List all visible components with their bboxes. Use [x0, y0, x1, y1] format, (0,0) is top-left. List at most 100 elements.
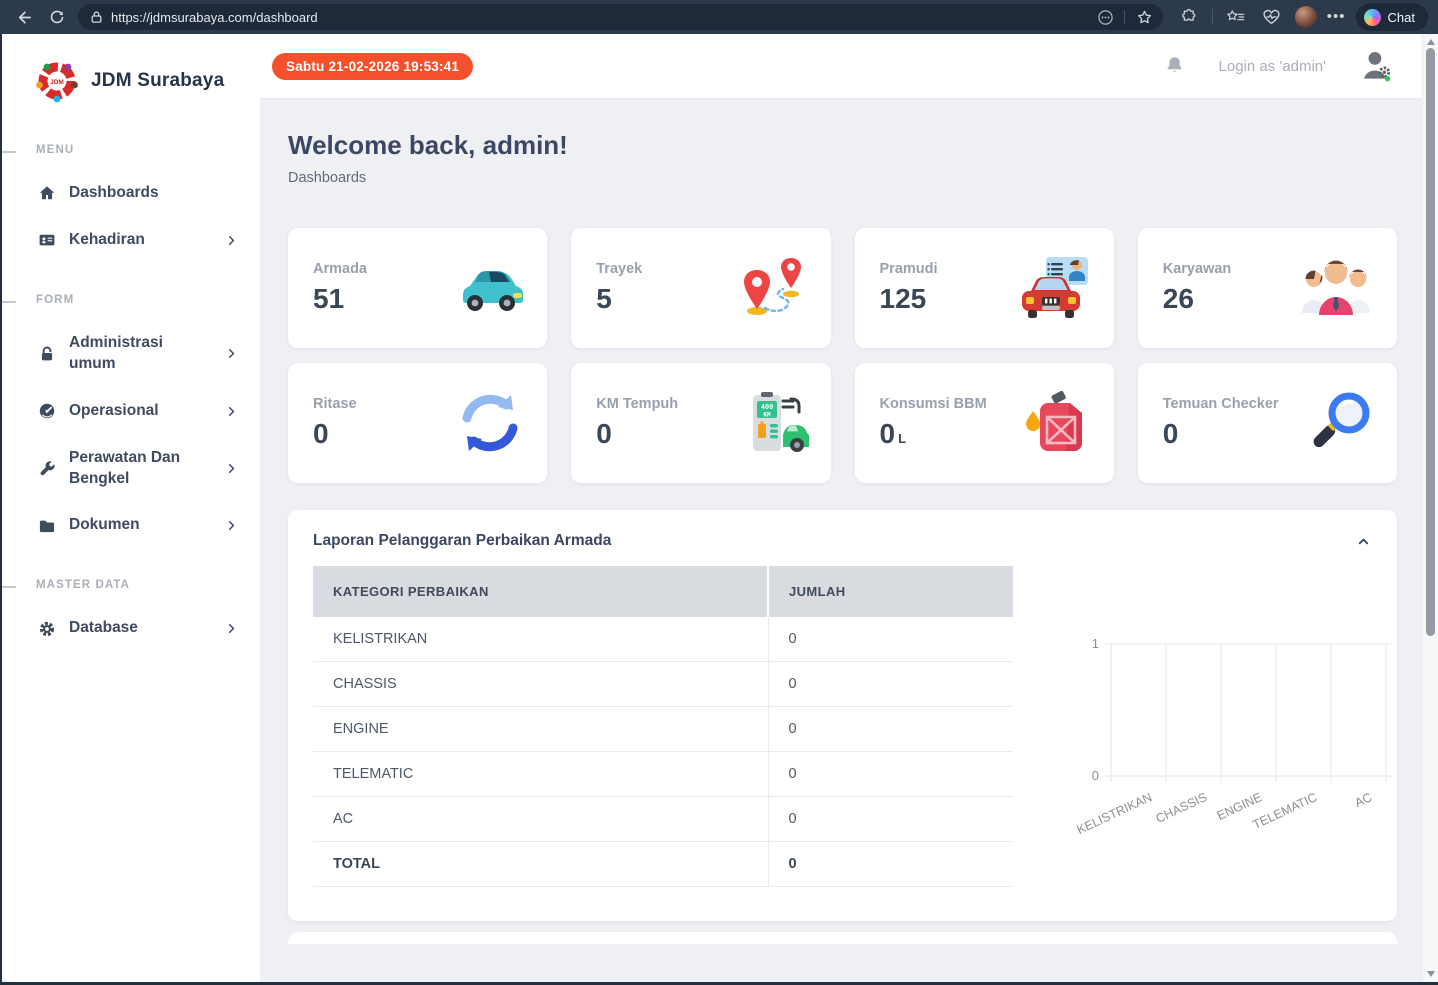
stat-card-trayek[interactable]: Trayek 5 — [571, 228, 831, 348]
browser-essentials-button[interactable] — [1259, 4, 1285, 30]
sidebar-section-menu: MENU Dashboards Kehadiran — [2, 144, 260, 264]
browser-menu-button[interactable]: ••• — [1326, 8, 1346, 25]
pill-divider — [1124, 10, 1125, 24]
cell-jumlah: 0 — [767, 706, 1013, 752]
sidebar-item-dokumen[interactable]: Dokumen — [2, 502, 260, 549]
section-tick — [2, 300, 16, 303]
stat-value: 125 — [879, 283, 927, 314]
sidebar-item-kehadiran[interactable]: Kehadiran — [2, 217, 260, 264]
svg-text:400: 400 — [760, 404, 773, 412]
cell-jumlah: 0 — [767, 751, 1013, 797]
browser-toolbar: https://jdmsurabaya.com/dashboard — [0, 0, 1438, 34]
stat-card-armada[interactable]: Armada 51 — [288, 228, 548, 348]
extensions-puzzle-icon — [1181, 8, 1196, 21]
stat-card-ritase[interactable]: Ritase 0 — [288, 363, 548, 483]
stat-value: 0 — [596, 418, 612, 449]
jdm-logo-icon: JDM — [36, 62, 78, 103]
y-tick-0: 0 — [1092, 768, 1099, 783]
extensions-button[interactable] — [1176, 4, 1202, 30]
section-label: MASTER DATA — [36, 579, 131, 592]
sidebar-item-operasional[interactable]: Operasional — [2, 388, 260, 435]
x-label-kelistrikan: KELISTRIKAN — [1075, 790, 1155, 837]
user-menu-button[interactable] — [1360, 50, 1394, 82]
lock-icon — [91, 11, 102, 23]
stat-card-km-tempuh[interactable]: KM Tempuh 0 400 KM — [571, 363, 831, 483]
sidebar-item-dashboards[interactable]: Dashboards — [2, 170, 260, 217]
cell-kategori: ENGINE — [313, 706, 768, 752]
stat-card-karyawan[interactable]: Karyawan 26 — [1137, 228, 1397, 348]
more-tools-button[interactable] — [1092, 4, 1118, 30]
cell-jumlah: 0 — [767, 661, 1013, 707]
sync-arrows-icon — [462, 394, 518, 452]
stat-value: 0 — [313, 418, 329, 449]
stat-value: 26 — [1162, 283, 1194, 314]
table-row: AC 0 — [313, 796, 1013, 842]
lock-icon — [41, 346, 53, 361]
url-text[interactable]: https://jdmsurabaya.com/dashboard — [111, 9, 318, 25]
sidebar-section-master-data: MASTER DATA Database — [2, 579, 260, 652]
svg-text:JDM: JDM — [50, 79, 64, 86]
scroll-up-arrow-icon[interactable] — [1427, 39, 1435, 45]
back-button[interactable] — [10, 4, 36, 30]
chevron-right-icon — [228, 406, 235, 416]
copilot-chat-button[interactable]: Chat — [1355, 3, 1428, 31]
favorites-button[interactable] — [1223, 4, 1249, 30]
chevron-right-icon — [228, 464, 235, 474]
address-bar[interactable]: https://jdmsurabaya.com/dashboard — [78, 4, 1163, 30]
browser-actions: ••• Chat — [1176, 3, 1428, 31]
sidebar-item-perawatan-dan-bengkel[interactable]: Perawatan Dan Bengkel — [2, 435, 260, 503]
refresh-icon — [50, 10, 64, 24]
cell-kategori: CHASSIS — [313, 661, 768, 707]
id-card-icon — [39, 235, 55, 246]
section-label: FORM — [36, 293, 75, 306]
notifications-button[interactable] — [1164, 55, 1185, 77]
brand[interactable]: JDM JDM Surabaya — [2, 34, 260, 114]
main-area: Sabtu 21-02-2026 19:53:41 Login as 'admi… — [260, 34, 1438, 982]
cell-jumlah: 0 — [767, 796, 1013, 842]
refresh-button[interactable] — [44, 4, 70, 30]
dashboard-content: Welcome back, admin! Dashboards Armada 5… — [260, 130, 1438, 944]
cell-kategori: TELEMATIC — [313, 751, 768, 797]
stat-label: KM Tempuh — [596, 396, 679, 412]
repair-report-table: KATEGORI PERBAIKAN JUMLAH KELISTRIKAN 0 — [313, 566, 1013, 887]
stat-card-temuan-checker[interactable]: Temuan Checker 0 — [1137, 363, 1397, 483]
brand-name: JDM Surabaya — [91, 70, 225, 91]
sidebar-item-label: Database — [69, 619, 138, 637]
stat-value: 51 — [313, 283, 345, 314]
favorites-star-lines-icon — [1227, 10, 1245, 21]
sidebar-item-database[interactable]: Database — [2, 605, 260, 652]
stat-card-pramudi[interactable]: Pramudi 125 — [854, 228, 1114, 348]
datetime-badge: Sabtu 21-02-2026 19:53:41 — [272, 52, 474, 80]
home-icon — [39, 186, 55, 200]
column-header-kategori: KATEGORI PERBAIKAN — [313, 566, 768, 617]
report-panel: Laporan Pelanggaran Perbaikan Armada KAT… — [288, 510, 1397, 921]
section-tick — [2, 586, 16, 589]
stat-label: Ritase — [313, 396, 357, 412]
sidebar-item-label: Operasional — [69, 401, 159, 419]
stat-unit: L — [898, 431, 907, 446]
cell-jumlah: 0 — [767, 617, 1013, 662]
magnifier-icon — [1313, 392, 1370, 448]
page-scrollbar[interactable] — [1422, 34, 1438, 982]
stat-value: 5 — [596, 283, 612, 314]
browser-profile-avatar[interactable] — [1294, 6, 1317, 28]
chat-button-label: Chat — [1387, 9, 1415, 25]
scroll-down-arrow-icon[interactable] — [1427, 971, 1435, 977]
chevron-up-icon — [1358, 538, 1369, 544]
armada-car-icon — [463, 271, 524, 311]
panel-collapse-button[interactable] — [1356, 534, 1371, 549]
panel-title: Laporan Pelanggaran Perbaikan Armada — [313, 532, 612, 549]
x-label-ac: AC — [1353, 790, 1375, 810]
y-tick-1: 1 — [1092, 636, 1099, 651]
sidebar-section-form: FORM Administrasi umum Operasional — [2, 294, 260, 550]
scrollbar-thumb[interactable] — [1426, 48, 1435, 636]
page-title: Welcome back, admin! — [288, 130, 568, 160]
ev-charge-icon: 400 KM — [752, 392, 809, 452]
sidebar-item-administrasi-umum[interactable]: Administrasi umum — [2, 320, 260, 388]
stat-label: Trayek — [596, 261, 643, 277]
bookmark-button[interactable] — [1131, 4, 1157, 30]
table-row: ENGINE 0 — [313, 706, 1013, 752]
stat-label: Armada — [313, 261, 367, 277]
